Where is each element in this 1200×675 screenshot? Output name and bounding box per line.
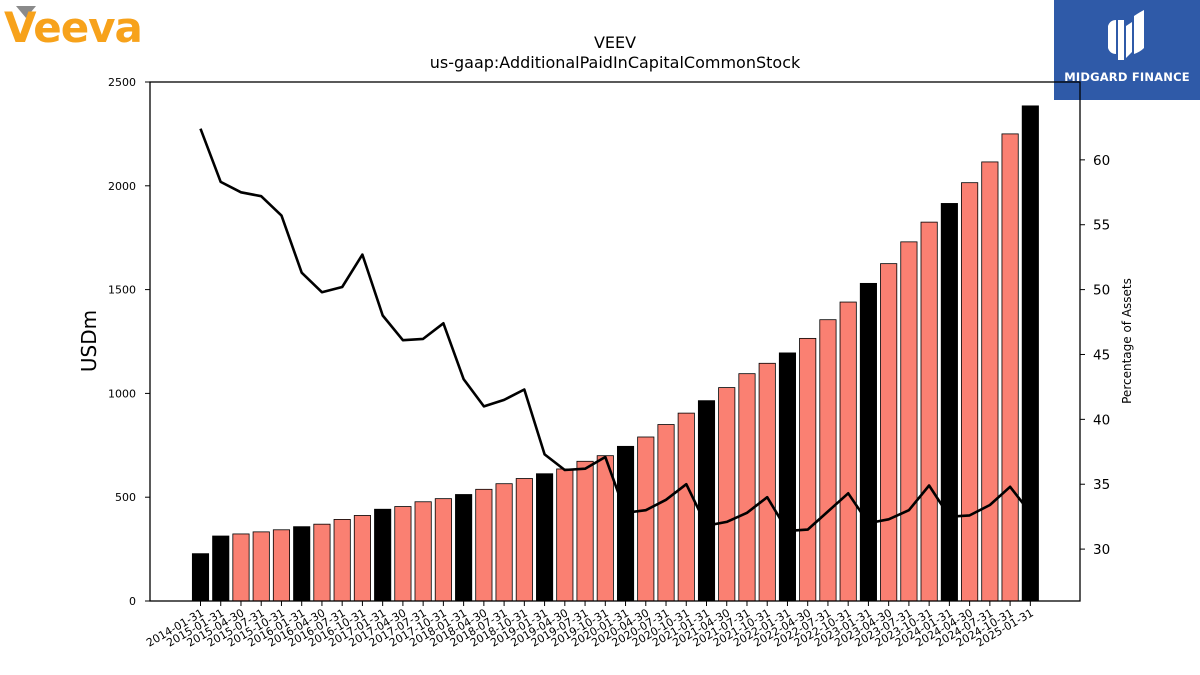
logo-triangle-icon [16,6,36,18]
right-axis: 30 35 40 45 50 55 60 [1080,153,1110,558]
bar [272,529,291,602]
y-tick-label: 2500 [108,76,136,89]
midgard-emblem-icon [1108,10,1144,60]
bar [738,373,756,602]
bar [1021,105,1039,602]
bar [232,533,250,602]
y-right-tick-label: 55 [1093,218,1110,234]
bar [697,400,716,602]
y-tick-label: 1000 [108,387,136,400]
logo-wordmark: Veeva [4,4,142,48]
bar [576,460,594,602]
y-tick-label: 1500 [108,284,136,297]
bar [819,319,837,602]
bar [495,483,513,602]
bar [657,424,675,602]
bar [596,455,614,602]
y-axis-label-right: Percentage of Assets [1120,278,1134,404]
bar [333,519,351,602]
percentage-of-assets-line [199,128,1032,533]
bar [475,488,493,602]
bar [212,535,230,602]
midgard-finance-logo: MIDGARD FINANCE [1054,0,1200,100]
y-right-tick-label: 35 [1093,477,1110,493]
x-axis: 2014-01-312015-01-312015-04-302015-07-31… [144,601,1036,650]
publisher-name: MIDGARD FINANCE [1064,70,1190,84]
bar [536,473,554,602]
bar [374,508,392,602]
line-layer [199,128,1032,533]
bar [981,161,999,602]
bar [900,241,918,602]
bar [718,387,736,602]
bar [455,494,473,602]
bar [940,203,958,602]
bar [799,337,817,602]
bar [961,182,979,602]
veeva-logo: Veeva [4,4,143,48]
y-right-tick-label: 30 [1093,542,1110,558]
bar [859,282,877,602]
bar [556,468,574,602]
y-right-tick-label: 50 [1093,283,1110,299]
y-right-tick-label: 45 [1093,347,1110,363]
chart-title: VEEV [594,33,636,52]
bar [414,501,432,602]
bar [353,515,371,602]
bar [880,263,898,602]
bar [839,301,857,602]
bar [778,352,797,602]
bar [252,531,270,602]
y-tick-label: 2000 [108,180,136,193]
bar [920,221,938,602]
bar [394,506,412,602]
bars-layer [191,105,1039,602]
bar [434,498,452,602]
bar [1001,133,1019,602]
left-axis: 0 500 1000 1500 2000 2500 [108,76,150,608]
y-axis-label: USDm [77,310,101,372]
bar [677,412,695,602]
y-tick-label: 500 [115,491,136,504]
bar [515,478,533,602]
bar [191,553,210,602]
y-right-tick-label: 40 [1093,412,1110,428]
plot-frame [149,81,1081,602]
bar [293,526,311,602]
bar [758,362,776,602]
y-right-tick-label: 60 [1093,153,1110,169]
bar [313,523,331,602]
bar [616,445,635,602]
chart-subtitle: us-gaap:AdditionalPaidInCapitalCommonSto… [430,53,801,72]
bar [637,436,655,602]
y-tick-label: 0 [129,595,136,608]
